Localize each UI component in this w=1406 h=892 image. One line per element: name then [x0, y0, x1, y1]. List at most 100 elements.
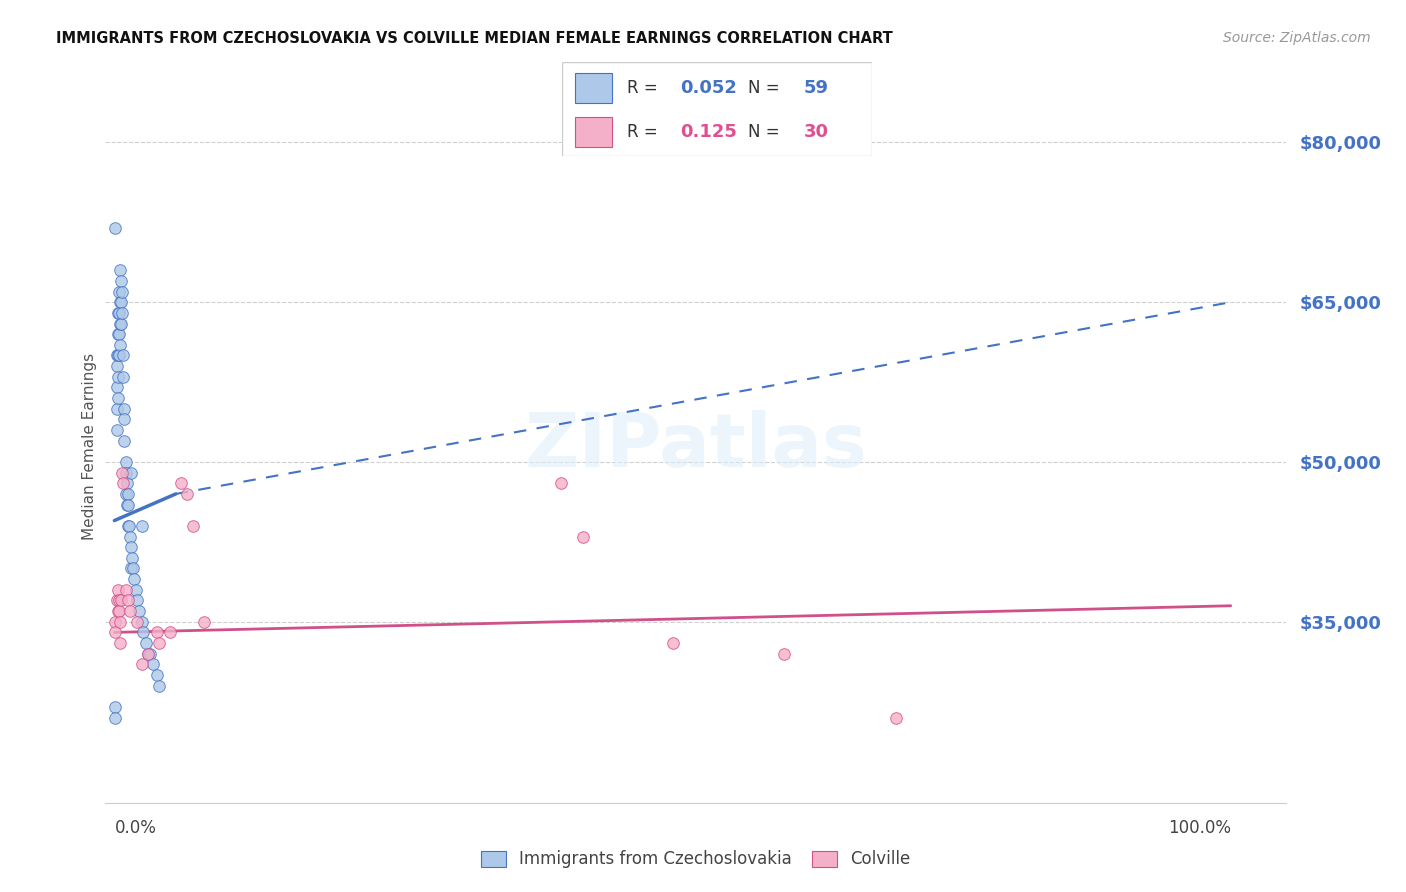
Point: [108, 338, 131, 352]
Text: ZIPatlas: ZIPatlas: [524, 409, 868, 483]
Point: [159, 625, 181, 640]
Text: R =: R =: [627, 78, 664, 96]
Point: [550, 476, 572, 491]
Point: [131, 519, 153, 533]
Point: [107, 349, 129, 363]
Point: [148, 679, 170, 693]
Point: [108, 615, 131, 629]
Point: [108, 327, 131, 342]
Point: [117, 593, 139, 607]
Point: [110, 274, 132, 288]
Point: [111, 306, 134, 320]
Text: 0.0%: 0.0%: [114, 819, 156, 837]
Point: [112, 412, 135, 426]
Point: [115, 498, 138, 512]
Point: [146, 668, 169, 682]
Point: [176, 487, 198, 501]
Point: [112, 476, 135, 491]
Point: [107, 306, 129, 320]
Point: [114, 487, 136, 501]
Point: [136, 647, 159, 661]
Point: [114, 466, 136, 480]
Point: [661, 636, 683, 650]
Point: [120, 561, 142, 575]
Point: [124, 572, 146, 586]
Text: IMMIGRANTS FROM CZECHOSLOVAKIA VS COLVILLE MEDIAN FEMALE EARNINGS CORRELATION CH: IMMIGRANTS FROM CZECHOSLOVAKIA VS COLVIL…: [56, 31, 893, 46]
Point: [108, 317, 131, 331]
Point: [118, 519, 141, 533]
Point: [110, 593, 132, 607]
Point: [131, 657, 153, 672]
Point: [118, 529, 141, 543]
Text: R =: R =: [627, 123, 664, 141]
Text: 0.125: 0.125: [681, 123, 737, 141]
Point: [572, 529, 595, 543]
Point: [170, 476, 193, 491]
Point: [118, 604, 141, 618]
Point: [108, 295, 131, 310]
Text: 0.052: 0.052: [681, 78, 737, 96]
Y-axis label: Median Female Earnings: Median Female Earnings: [82, 352, 97, 540]
Point: [142, 657, 165, 672]
Point: [108, 285, 131, 299]
Legend: Immigrants from Czechoslovakia, Colville: Immigrants from Czechoslovakia, Colville: [472, 842, 920, 877]
Point: [135, 636, 157, 650]
Text: N =: N =: [748, 123, 785, 141]
Point: [136, 647, 159, 661]
Point: [105, 593, 128, 607]
Text: 100.0%: 100.0%: [1167, 819, 1230, 837]
Point: [122, 561, 145, 575]
Point: [125, 593, 148, 607]
Point: [112, 401, 135, 416]
Point: [105, 401, 128, 416]
Point: [131, 615, 153, 629]
Point: [104, 710, 127, 724]
Point: [773, 647, 796, 661]
Point: [128, 604, 150, 618]
Point: [114, 455, 136, 469]
Point: [117, 487, 139, 501]
Point: [110, 295, 132, 310]
Point: [115, 476, 138, 491]
Point: [146, 625, 169, 640]
Point: [124, 582, 146, 597]
Point: [121, 550, 143, 565]
Point: [108, 604, 131, 618]
Point: [117, 498, 139, 512]
FancyBboxPatch shape: [562, 62, 872, 156]
Point: [120, 466, 142, 480]
Point: [104, 615, 127, 629]
Point: [132, 625, 155, 640]
Point: [112, 369, 135, 384]
Point: [108, 636, 131, 650]
Point: [105, 423, 128, 437]
Point: [148, 636, 170, 650]
Point: [108, 349, 131, 363]
Point: [107, 391, 129, 405]
Point: [105, 380, 128, 394]
Point: [117, 519, 139, 533]
Point: [111, 285, 134, 299]
Point: [120, 540, 142, 554]
Text: 30: 30: [804, 123, 828, 141]
Point: [139, 647, 162, 661]
Text: Source: ZipAtlas.com: Source: ZipAtlas.com: [1223, 31, 1371, 45]
Point: [104, 220, 127, 235]
Text: N =: N =: [748, 78, 785, 96]
Point: [107, 582, 129, 597]
Point: [111, 466, 134, 480]
Point: [112, 349, 135, 363]
Point: [110, 317, 132, 331]
Point: [108, 306, 131, 320]
Point: [105, 349, 128, 363]
Point: [125, 615, 148, 629]
Text: 59: 59: [804, 78, 828, 96]
Point: [181, 519, 204, 533]
Point: [107, 369, 129, 384]
Point: [114, 582, 136, 597]
Point: [108, 593, 131, 607]
Point: [104, 625, 127, 640]
Point: [107, 327, 129, 342]
Point: [108, 263, 131, 277]
Point: [112, 434, 135, 448]
